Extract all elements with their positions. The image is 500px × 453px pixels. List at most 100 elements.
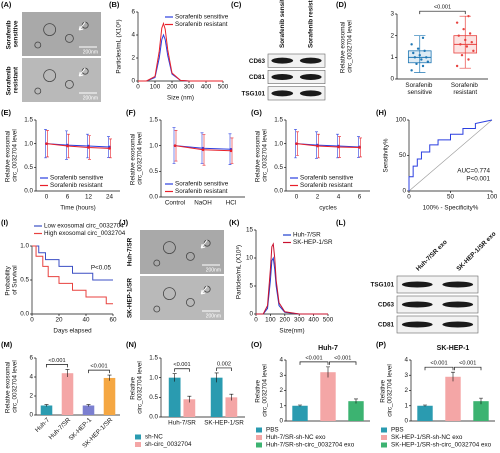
band [401,301,433,308]
arrow [78,21,86,31]
row-label: Huh-7/SR [127,237,134,266]
legend-label: Low exosomal circ_0032704 [44,223,124,230]
column-label: Sorafenib sensitive [279,0,286,48]
x-tick-label: 100 [265,317,276,324]
x-tick-label: 0 [30,317,34,324]
band [442,321,474,328]
annotation: <0.001 [434,5,451,11]
bar [320,372,336,421]
band [401,281,433,288]
bar [82,405,95,415]
blot-frame [396,275,479,294]
blot-frame [267,53,326,68]
point [45,142,48,145]
row-label: SK-HEP-1/SR [127,278,134,318]
legend-swatch [256,442,262,448]
panel-letter: (H) [376,108,387,117]
vesicle [34,41,42,49]
x-tick-label: Sorafenib resistant [451,82,480,96]
panel-letter: (F) [126,108,136,117]
y-tick-label: 2 [131,55,135,62]
y-tick-label: 0 [390,76,394,83]
legend-swatch [256,427,262,433]
y-tick-label: 0 [404,418,408,425]
error-bar [107,374,112,381]
series-line [138,33,223,82]
annotation: 0.002 [217,361,231,367]
y-tick-label: 1.0 [149,142,158,149]
vesicle [34,87,42,95]
legend-label: Sorafenib resistant [300,182,353,189]
panel-letter: (C) [231,0,242,9]
point [415,62,418,66]
x-tick-label: 6 [66,194,70,201]
vesicle [153,305,161,313]
vesicle [43,69,57,82]
y-tick-label: 1.5 [149,117,158,124]
row-label: TSG101 [371,282,395,289]
point [462,27,465,31]
panel-letter: (D) [336,0,347,9]
row-label: Sorafenib resistant [5,65,19,96]
legend-swatch [135,442,141,447]
panel-letter: (I) [1,218,9,227]
bar [445,376,461,421]
y-tick-label: 1.5 [274,117,283,124]
error-bar [479,397,483,405]
bar [417,405,433,421]
y-tick-label: 6 [29,355,33,362]
significance-bracket [454,366,482,371]
micrograph [22,12,101,56]
column-label: Sorafenib resistant [307,0,314,48]
annotation: <0.001 [459,361,476,367]
error-bar [298,404,302,407]
legend-label: Huh-7/SR-sh-NC exo [266,434,326,441]
scale-label: 200nm [83,95,98,101]
x-tick-label: Huh-7/SR [168,420,196,427]
y-tick-label: 15 [246,227,254,234]
error-bar [44,404,49,407]
legend-swatch [256,435,262,440]
vesicle [65,80,74,89]
point [87,146,90,149]
legend-label: Huh-7/SR-sh-circ_0032704 exo [266,442,355,449]
x-tick-label: 12 [85,194,93,201]
y-tick-label: 1.0 [20,243,29,250]
x-axis-title: Size(nm) [279,328,304,335]
y-tick-label: 0.0 [274,188,283,195]
column-label: Huh-7/SR exo [415,239,449,273]
x-axis-title: 100% - Specificity% [423,205,479,212]
x-tick-label: 60 [109,317,117,324]
point [423,49,426,53]
micrograph [140,230,224,274]
annotation: P<0.001 [466,176,490,183]
y-tick-label: 4 [404,357,408,364]
panel-letter: (E) [1,108,12,117]
x-tick-label: 0 [407,194,411,201]
arrow [78,67,86,77]
error-bar [326,366,330,378]
x-tick-label: Control [165,200,185,207]
point [455,21,459,24]
panel-letter: (L) [336,218,346,227]
point [472,49,475,53]
annotation: <0.001 [173,362,190,368]
x-axis-title: cycles [319,205,337,212]
legend-label: PBS [266,427,279,434]
y-tick-label: 4 [131,32,135,39]
y-tick-label: 0.5 [20,277,29,284]
y-tick-label: 4 [29,374,33,381]
y-axis-title: Relative exosomal circ_0032704 level [339,20,353,73]
x-tick-label: 200 [167,84,178,91]
bar [61,373,74,415]
error-bar [229,393,234,401]
point [421,64,425,68]
x-tick-label: HCl [226,200,237,207]
error-bar [214,372,219,383]
y-axis-title: Relative exosomal circ_0032704 level [4,129,18,182]
x-tick-label: 100 [487,194,498,201]
y-tick-label: 3 [390,11,394,18]
x-tick-label: 400 [308,317,319,324]
y-axis-title: Probability of Survival [4,264,18,295]
point [410,43,413,46]
